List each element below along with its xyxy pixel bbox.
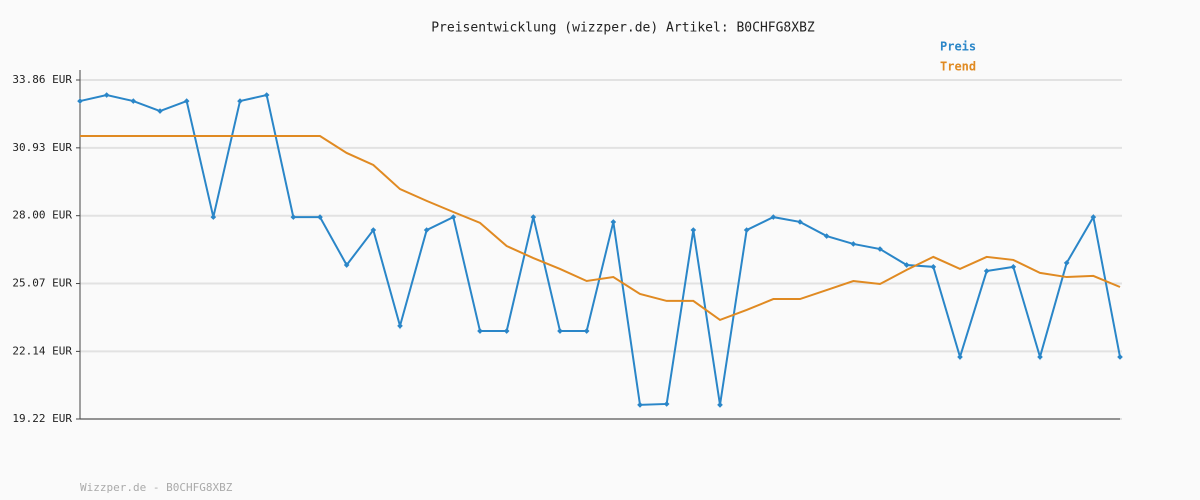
- point-marker: [957, 354, 963, 360]
- point-marker: [557, 328, 563, 334]
- point-marker: [77, 98, 83, 104]
- point-marker: [877, 246, 883, 252]
- series-line: [80, 135, 1121, 322]
- point-marker: [423, 227, 430, 233]
- point-marker: [663, 401, 670, 407]
- point-marker: [850, 241, 857, 247]
- point-marker: [130, 98, 137, 104]
- point-marker: [1090, 214, 1097, 220]
- legend-entry: Preis: [940, 40, 976, 54]
- point-marker: [1010, 264, 1017, 270]
- point-marker: [263, 92, 270, 98]
- y-tick-label: 28.00 EUR: [12, 209, 72, 222]
- point-marker: [743, 227, 750, 233]
- point-marker: [823, 233, 830, 239]
- y-tick-label: 30.93 EUR: [12, 141, 72, 154]
- point-marker: [1063, 260, 1070, 266]
- footer: Wizzper.de - B0CHFG8XBZ: [80, 481, 233, 494]
- series-line: [79, 93, 1121, 406]
- point-marker: [103, 92, 110, 98]
- point-marker: [930, 264, 937, 270]
- point-marker: [290, 214, 297, 220]
- point-marker: [183, 98, 190, 104]
- y-tick-label: 22.14 EUR: [12, 344, 72, 357]
- point-marker: [450, 214, 457, 220]
- point-marker: [797, 219, 803, 225]
- chart-title: Preisentwicklung (wizzper.de) Artikel: B…: [431, 21, 815, 36]
- point-marker: [1117, 354, 1123, 360]
- point-marker: [770, 214, 777, 220]
- point-marker: [530, 214, 537, 220]
- point-marker: [397, 323, 403, 329]
- point-marker: [637, 402, 643, 408]
- point-marker: [157, 108, 163, 114]
- point-marker: [370, 227, 377, 233]
- point-marker: [583, 328, 590, 334]
- y-tick-label: 25.07 EUR: [12, 277, 72, 290]
- legend-entry: Trend: [940, 60, 976, 74]
- point-marker: [983, 268, 990, 274]
- point-marker: [610, 219, 617, 225]
- y-tick-label: 19.22 EUR: [12, 412, 72, 425]
- point-marker: [237, 98, 243, 104]
- point-marker: [1037, 354, 1043, 360]
- point-marker: [717, 402, 723, 408]
- point-marker: [477, 328, 483, 334]
- point-marker: [903, 262, 910, 268]
- point-marker: [503, 328, 510, 334]
- point-marker: [317, 214, 323, 220]
- point-marker: [210, 214, 217, 220]
- point-marker: [343, 262, 350, 268]
- point-marker: [690, 227, 697, 233]
- y-tick-label: 33.86 EUR: [12, 73, 72, 86]
